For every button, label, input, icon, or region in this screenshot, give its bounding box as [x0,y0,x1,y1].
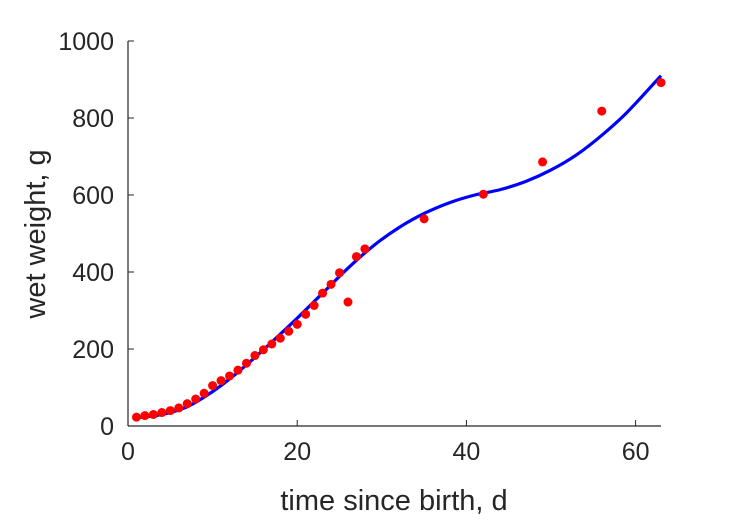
data-point [157,408,167,418]
data-point [267,339,277,349]
x-tick-label: 60 [622,438,650,466]
data-point [656,78,666,88]
data-point [140,411,150,421]
data-point [258,345,268,355]
data-point [250,351,260,361]
data-point [241,358,251,368]
y-axis-label: wet weight, g [20,149,52,319]
y-tick-label: 800 [72,105,114,133]
data-point [351,252,361,262]
data-point [225,371,235,381]
data-point [335,268,345,278]
fitted-curve [136,74,663,420]
data-point [318,288,328,298]
y-tick-label: 600 [72,182,114,210]
plot-area [131,74,666,422]
data-point [165,406,175,416]
y-tick-label: 1000 [58,28,114,56]
data-point [343,297,353,307]
data-point [538,157,548,167]
data-point [182,399,192,409]
data-point [326,279,336,289]
y-tick-label: 200 [72,336,114,364]
data-point [208,381,218,391]
data-point [174,403,184,413]
x-tick-label: 0 [121,438,135,466]
axes [127,40,661,427]
data-point [292,319,302,329]
y-tick-label: 400 [72,259,114,287]
data-point [597,106,607,116]
x-tick-label: 20 [283,438,311,466]
y-tick-label: 0 [100,413,114,441]
data-point [148,409,158,419]
data-point [309,300,319,310]
data-point [419,214,429,224]
x-axis-label: time since birth, d [280,485,507,517]
data-point [191,394,201,404]
data-point [199,388,209,398]
data-point [301,309,311,319]
data-point [233,365,243,375]
data-point [216,376,226,386]
data-point [284,326,294,336]
data-point [360,244,370,254]
data-point [131,412,141,422]
x-tick-label: 40 [453,438,481,466]
data-point [275,333,285,343]
data-point [478,189,488,199]
